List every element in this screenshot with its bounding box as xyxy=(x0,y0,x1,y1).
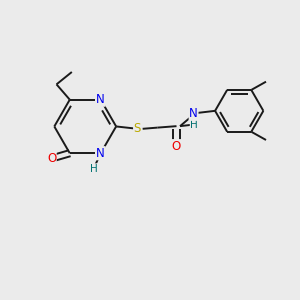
Text: H: H xyxy=(190,120,198,130)
Text: N: N xyxy=(96,93,105,106)
Text: H: H xyxy=(90,164,98,174)
Text: O: O xyxy=(47,152,56,165)
Text: S: S xyxy=(134,122,141,135)
Text: N: N xyxy=(189,107,198,120)
Text: O: O xyxy=(172,140,181,153)
Text: N: N xyxy=(96,147,105,160)
